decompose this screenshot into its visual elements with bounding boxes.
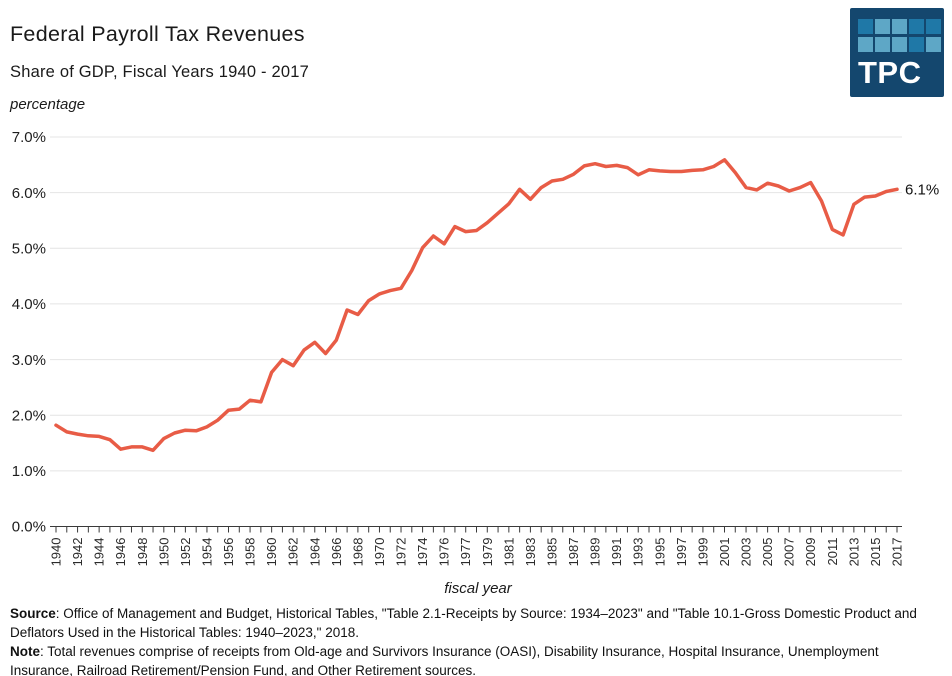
x-axis-label: 1970 [372,538,387,567]
page-title: Federal Payroll Tax Revenues [10,22,305,46]
y-axis-label: 4.0% [12,296,46,313]
tpc-logo-squares [858,19,941,52]
note-text: : Total revenues comprise of receipts fr… [10,644,879,676]
x-axis-label: 1968 [350,538,365,567]
x-axis-label: 1948 [135,538,150,567]
logo-square [875,19,890,34]
x-axis-label: 1995 [652,538,667,567]
source-line: Source: Office of Management and Budget,… [10,604,942,642]
x-axis-label: 1950 [156,538,171,567]
x-axis-label: 1960 [264,538,279,567]
y-axis-label: 3.0% [12,352,46,369]
tpc-logo: TPC [850,8,944,97]
x-axis-label: 1962 [286,538,301,567]
logo-square [926,19,941,34]
x-axis-label: 2011 [825,538,840,566]
x-axis-label: 1987 [566,538,581,567]
logo-square [875,36,890,52]
x-axis-label: 1997 [674,538,689,567]
x-axis-label: 1952 [178,538,193,567]
x-axis-label: 1972 [394,538,409,567]
x-axis-label: 1956 [221,538,236,567]
x-axis-label: 2005 [760,538,775,567]
x-axis-label: 1981 [501,538,516,567]
x-axis-label: 1991 [609,538,624,567]
note-label: Note [10,644,40,659]
x-axis-label: 1977 [458,538,473,567]
y-axis-label: 1.0% [12,463,46,480]
x-axis-label: 1993 [631,538,646,567]
x-axis-title: fiscal year [444,580,513,597]
x-axis-label: 2013 [846,538,861,567]
x-axis-label: 1976 [437,538,452,567]
x-axis-label: 1985 [544,538,559,567]
source-label: Source [10,606,56,621]
gridlines [50,136,902,472]
x-axis-label: 2001 [717,538,732,567]
x-axis-label: 1954 [199,538,214,567]
x-axis-label: 1979 [480,538,495,567]
x-axis-label: 1999 [695,538,710,567]
x-axis-label: 2003 [739,538,754,567]
logo-square [926,36,941,52]
x-axis-label: 1940 [49,538,64,567]
y-axis-label: 5.0% [12,240,46,257]
logo-square [858,36,873,52]
end-value-label: 6.1% [905,181,939,198]
note-line: Note: Total revenues comprise of receipt… [10,642,942,676]
logo-square [892,36,907,52]
y-axis-unit-label: percentage [10,96,86,113]
x-axis-label: 1974 [415,538,430,567]
data-line [54,158,899,453]
y-axis-labels: 0.0% 1.0% 2.0% 3.0% 4.0% 5.0% 6.0% 7.0% [12,129,46,536]
y-axis-label: 6.0% [12,185,46,202]
tpc-logo-text: TPC [858,54,922,90]
y-axis-label: 2.0% [12,407,46,424]
x-axis-label: 2017 [890,538,905,567]
page-subtitle: Share of GDP, Fiscal Years 1940 - 2017 [10,63,309,81]
x-axis-label: 1983 [523,538,538,567]
x-axis-label: 1944 [92,538,107,567]
logo-square [892,19,907,34]
logo-square [909,36,924,52]
line-chart: 0.0%1.0%2.0%3.0%4.0%5.0%6.0%7.0% 1940 194… [12,129,939,597]
x-axis-labels: 1940 1942 1944 1946 1948 1950 1952 1954 1956 1958… [49,538,905,567]
x-axis-label: 2009 [803,538,818,567]
x-axis-label: 1964 [307,538,322,567]
source-text: : Office of Management and Budget, Histo… [10,606,917,640]
x-axis-label: 1942 [70,538,85,567]
x-axis-label: 1946 [113,538,128,567]
footer: Source: Office of Management and Budget,… [10,604,942,676]
x-axis-label: 1989 [588,538,603,567]
x-axis-label: 1966 [329,538,344,567]
x-axis-label: 2015 [868,538,883,567]
y-axis-label: 7.0% [12,129,46,146]
x-axis [50,526,902,533]
x-axis-label: 2007 [782,538,797,567]
logo-square [909,19,924,34]
logo-square [858,19,873,34]
x-axis-label: 1958 [243,538,258,567]
y-axis-label: 0.0% [12,519,46,536]
